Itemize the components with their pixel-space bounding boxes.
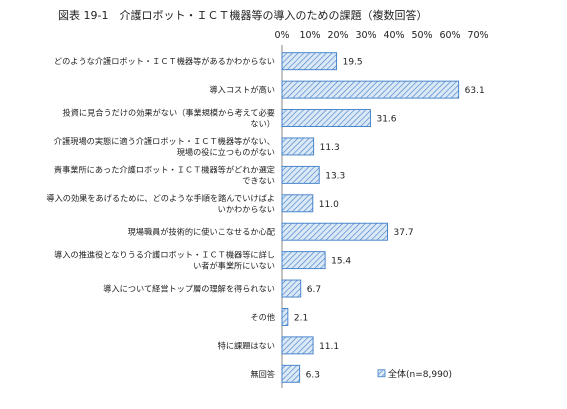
category-label: 介護現場の実態に適う介護ロボット・ＩＣＴ機器等がない、 [54, 136, 275, 146]
category-label: 現場職員が技術的に使いこなせるか心配 [128, 227, 275, 237]
category-label: どのような介護ロボット・ＩＣＴ機器等があるかわからない [54, 56, 275, 66]
data-label: 11.3 [320, 143, 340, 153]
legend-swatch [377, 369, 386, 378]
bar [281, 137, 315, 156]
category-label: 導入の推進役となりうる介護ロボット・ＩＣＴ機器等に詳し [54, 250, 275, 260]
chart-title: 図表 19-1 介護ロボット・ＩＣＴ機器等の導入のための課題（複数回答） [58, 9, 428, 22]
x-tick-label: 50% [411, 30, 432, 41]
category-label: 特に課題はない [218, 340, 275, 350]
category-label: ない） [250, 119, 275, 129]
category-label: 導入について経営トップ層の理解を得られない [103, 284, 275, 294]
x-tick-label: 10% [299, 30, 320, 41]
category-label: いかわからない [218, 204, 275, 214]
bar [281, 364, 301, 383]
data-label: 11.1 [319, 342, 339, 352]
bar [281, 52, 338, 71]
x-tick-label: 60% [439, 30, 460, 41]
data-label: 63.1 [465, 86, 485, 96]
data-label: 31.6 [376, 115, 396, 125]
x-tick-label: 70% [467, 30, 488, 41]
bar [281, 222, 389, 241]
category-label: 無回答 [250, 369, 275, 379]
x-tick-label: 40% [383, 30, 404, 41]
bar [281, 80, 460, 99]
category-label: できない [242, 175, 275, 185]
data-label: 6.3 [306, 370, 320, 380]
legend-label: 全体(n=8,990) [388, 368, 452, 380]
data-label: 2.1 [294, 313, 308, 323]
data-label: 6.7 [307, 285, 321, 295]
category-label: 導入の効果をあげるために、どのような手順を踏んでいけばよ [46, 193, 275, 203]
data-label: 11.0 [319, 200, 339, 210]
x-tick-label: 20% [327, 30, 348, 41]
category-label: その他 [250, 312, 275, 322]
x-tick-label: 30% [355, 30, 376, 41]
data-label: 15.4 [331, 257, 351, 267]
bar [281, 336, 314, 355]
x-tick-label: 0% [274, 30, 289, 41]
category-label: 現場の役に立つものがない [177, 147, 275, 157]
category-label: 導入コストが高い [209, 85, 275, 95]
data-label: 37.7 [394, 228, 414, 238]
bar [281, 251, 326, 270]
category-label: 投資に見合うだけの効果がない（事業規模から考えて必要 [63, 108, 275, 118]
bar [281, 308, 289, 326]
bar [281, 165, 320, 184]
data-label: 19.5 [343, 58, 363, 68]
category-label: い者が事業所にいない [193, 261, 275, 271]
bar [281, 279, 302, 298]
bar [281, 194, 314, 213]
bar [281, 109, 371, 127]
data-label: 13.3 [325, 171, 345, 181]
category-label: 貴事業所にあった介護ロボット・ＩＣＴ機器等がどれか選定 [54, 164, 275, 174]
